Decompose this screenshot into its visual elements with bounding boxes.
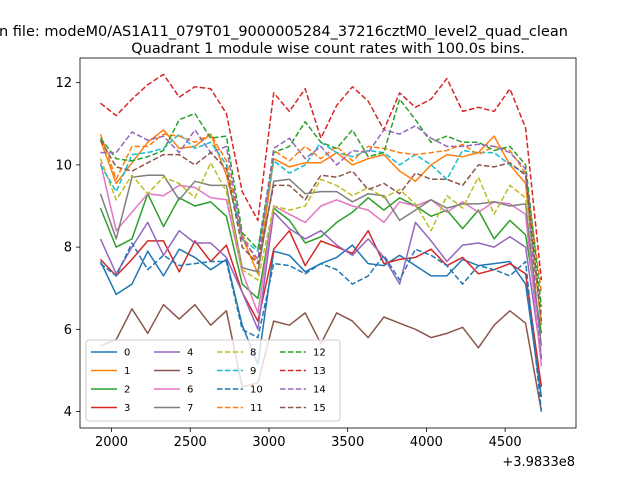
series-line-11 (99, 133, 543, 293)
series-line-12 (99, 98, 543, 307)
x-tick-label: 3500 (331, 435, 364, 450)
series-line-6 (99, 162, 543, 367)
legend-box (85, 339, 341, 422)
y-tick-label: 6 (64, 323, 72, 338)
legend-label-12: 12 (313, 348, 326, 359)
legend-label-5: 5 (187, 366, 193, 377)
legend-label-2: 2 (124, 385, 130, 396)
y-tick-label: 12 (55, 76, 72, 91)
y-tick-label: 4 (64, 405, 72, 420)
series-line-15 (99, 139, 543, 322)
legend-label-4: 4 (187, 348, 193, 359)
x-tick-label: 3000 (252, 435, 285, 450)
plot-frame (79, 57, 577, 429)
series-line-10 (100, 242, 543, 412)
y-tick-label: 8 (64, 241, 72, 256)
legend-label-10: 10 (250, 385, 263, 396)
legend-label-6: 6 (187, 385, 193, 396)
series-line-8 (99, 158, 543, 314)
legend-label-15: 15 (313, 403, 326, 414)
y-tick-label: 10 (55, 158, 72, 173)
legend-label-14: 14 (313, 385, 326, 396)
legend-label-13: 13 (313, 366, 326, 377)
x-tick-label: 4000 (410, 435, 443, 450)
series-line-14 (100, 125, 543, 361)
figure-suptitle: n file: modeM0/AS1A11_079T01_9000005284_… (0, 24, 568, 40)
series-line-2 (99, 192, 543, 334)
chart-title: Quadrant 1 module wise count rates with … (131, 41, 525, 57)
legend-label-0: 0 (124, 348, 130, 359)
x-axis-offset-label: +3.9833e8 (502, 455, 575, 470)
legend-label-7: 7 (187, 403, 193, 414)
x-tick-label: 4500 (489, 435, 522, 450)
legend-label-3: 3 (124, 403, 130, 414)
legend-label-11: 11 (250, 403, 263, 414)
legend-label-9: 9 (250, 366, 256, 377)
series-line-4 (99, 211, 543, 359)
x-tick-label: 2500 (174, 435, 207, 450)
x-tick-label: 2000 (95, 435, 128, 450)
series-line-7 (99, 174, 543, 346)
legend-label-1: 1 (124, 366, 130, 377)
series-line-1 (99, 129, 543, 326)
legend-label-8: 8 (250, 348, 256, 359)
